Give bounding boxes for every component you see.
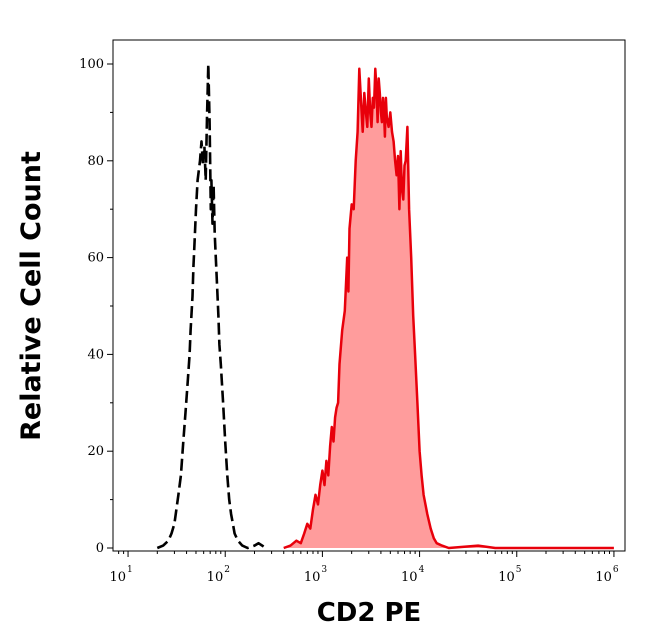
x-tick-label: 10 [595,570,612,585]
x-axis-label: CD2 PE [317,598,422,628]
plot-area [156,62,614,550]
y-tick-label: 40 [87,347,104,362]
y-tick-label: 0 [96,541,104,556]
series-0-line [156,62,267,550]
x-tick-exponent: 1 [127,565,133,575]
x-tick-exponent: 5 [516,565,522,575]
y-tick-label: 80 [87,154,104,169]
x-tick-exponent: 2 [224,565,230,575]
y-tick-label: 20 [87,444,104,459]
series-1-area [283,68,614,549]
series-1-line [283,67,614,550]
x-tick-label: 10 [401,570,418,585]
x-tick-exponent: 4 [419,565,425,575]
y-tick-label: 100 [79,57,104,72]
x-tick-exponent: 3 [321,565,327,575]
y-axis-label: Relative Cell Count [16,151,47,441]
x-tick-label: 10 [110,570,127,585]
x-tick-label: 10 [207,570,224,585]
x-tick-label: 10 [498,570,515,585]
x-tick-label: 10 [304,570,321,585]
x-tick-exponent: 6 [613,565,619,575]
x-axis: 10 1 10 2 10 3 10 4 10 5 10 6 [110,551,619,585]
y-axis: 0 20 40 60 80 100 [79,57,113,556]
y-tick-label: 60 [87,251,104,266]
